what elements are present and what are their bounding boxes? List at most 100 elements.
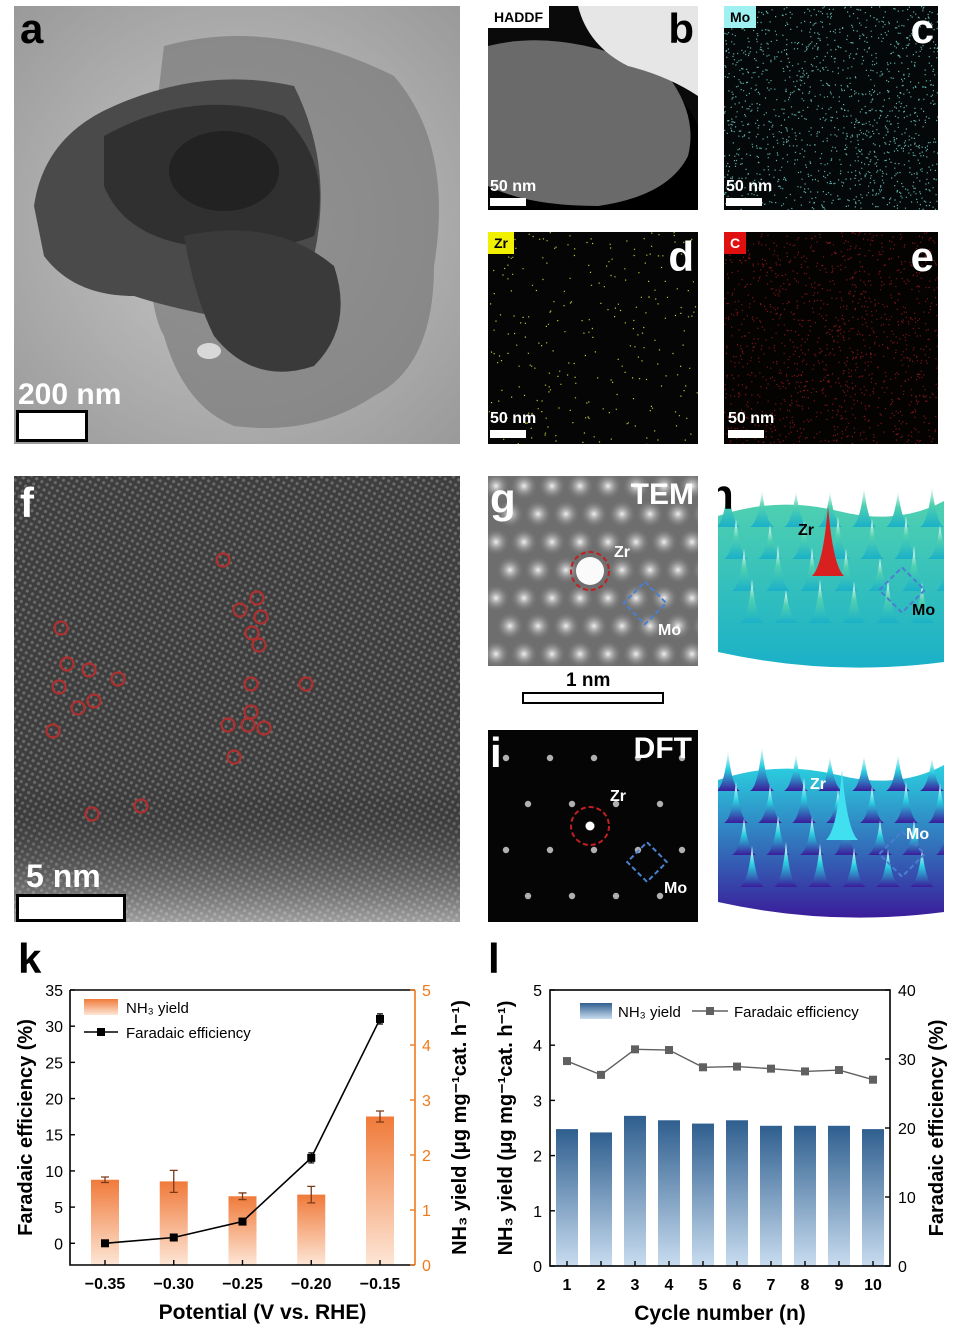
atom-column bbox=[664, 500, 692, 528]
single-atom-circle bbox=[133, 798, 149, 814]
surface-peak bbox=[766, 545, 790, 591]
mo-label-i: Mo bbox=[664, 880, 688, 897]
tick-label-left: 25 bbox=[45, 1055, 63, 1072]
scale-bar-d bbox=[490, 430, 526, 438]
fe-marker bbox=[869, 1075, 877, 1084]
tick-label-left: 0 bbox=[533, 1259, 542, 1276]
tick-label-right: 20 bbox=[898, 1121, 916, 1138]
fe-marker bbox=[238, 1217, 247, 1226]
atom-column bbox=[566, 584, 594, 612]
scale-label-e: 50 nm bbox=[728, 410, 775, 427]
scale-label-c: 50 nm bbox=[726, 178, 773, 195]
tag-c: C bbox=[724, 232, 747, 254]
eds-dot-pattern bbox=[724, 6, 938, 210]
single-atom-circle bbox=[226, 749, 242, 765]
simulated-atom bbox=[502, 846, 510, 854]
surface-peak bbox=[826, 516, 850, 559]
tick-label-right: 10 bbox=[898, 1190, 916, 1207]
atom-column bbox=[566, 476, 594, 500]
simulated-atom bbox=[590, 846, 598, 854]
tick-label-right: 3 bbox=[422, 1093, 431, 1110]
tick-label-x: 5 bbox=[699, 1277, 708, 1294]
nh3-yield-bar bbox=[794, 1125, 816, 1266]
fe-marker bbox=[169, 1233, 178, 1242]
mo-highlight-square bbox=[877, 565, 927, 615]
panel-label-h: h bbox=[718, 476, 734, 518]
tick-label-left: 30 bbox=[45, 1019, 63, 1036]
surface-peak bbox=[842, 581, 866, 623]
single-atom-circle bbox=[256, 720, 272, 736]
fe-marker bbox=[835, 1066, 843, 1075]
atom-column bbox=[678, 584, 698, 612]
tick-label-right: 30 bbox=[898, 1052, 916, 1069]
y-axis-title-left: NH₃ yield (μg mg⁻¹cat. h⁻¹) bbox=[495, 1001, 517, 1256]
zr-peak bbox=[812, 506, 844, 576]
legend-marker bbox=[97, 1028, 105, 1036]
tick-label-left: 3 bbox=[533, 1093, 542, 1110]
scale-bar-c bbox=[726, 198, 762, 206]
atom-column bbox=[594, 640, 622, 666]
single-atom-circle bbox=[215, 552, 231, 568]
surface-peak bbox=[910, 582, 934, 623]
tick-label-right: 40 bbox=[898, 983, 916, 1000]
tick-label-x: −0.30 bbox=[154, 1276, 195, 1293]
atom-column bbox=[488, 476, 510, 500]
surface-peak bbox=[886, 753, 910, 791]
fe-marker bbox=[597, 1070, 605, 1079]
surface-peak bbox=[758, 785, 782, 823]
simulated-atom bbox=[546, 846, 554, 854]
nh3-yield-bar bbox=[228, 1196, 257, 1265]
surface-peak bbox=[818, 490, 842, 527]
mo-highlight-square bbox=[625, 840, 669, 884]
panel-label-f: f bbox=[20, 479, 34, 526]
surface-peak bbox=[792, 520, 816, 559]
atom-column bbox=[580, 500, 608, 528]
atom-column bbox=[608, 612, 636, 640]
surface-peak bbox=[920, 757, 944, 791]
mo-label-g: Mo bbox=[658, 622, 682, 639]
nh3-yield-bar bbox=[624, 1115, 646, 1266]
surface-peak bbox=[834, 548, 858, 591]
tick-label-left: 5 bbox=[533, 983, 542, 1000]
fe-marker bbox=[307, 1153, 316, 1162]
atom-column bbox=[608, 500, 636, 528]
zr-atom bbox=[576, 557, 604, 585]
atom-column bbox=[650, 476, 678, 500]
panel-label-e: e bbox=[910, 233, 934, 280]
nh3-yield-bar bbox=[828, 1125, 850, 1266]
atom-column bbox=[566, 528, 594, 556]
tick-label-left: 10 bbox=[45, 1164, 63, 1181]
panel-j-3d-dft: j Zr Mo bbox=[718, 730, 944, 922]
legend-label-nh3-yield: NH₃ yield bbox=[618, 1004, 681, 1021]
atom-column bbox=[664, 556, 692, 584]
panel-label-c: c bbox=[910, 6, 934, 52]
simulated-atom bbox=[612, 800, 620, 808]
nh3-yield-bar bbox=[726, 1120, 748, 1266]
tick-label-right: 0 bbox=[422, 1258, 431, 1275]
tick-label-x: 10 bbox=[864, 1277, 882, 1294]
tick-label-right: 1 bbox=[422, 1203, 431, 1220]
single-atom-circle bbox=[220, 717, 236, 733]
single-atom-circle bbox=[298, 676, 314, 692]
panel-a-tem-image: a 200 nm bbox=[14, 6, 460, 444]
tem-3d-surface bbox=[718, 486, 944, 668]
simulated-atom bbox=[568, 892, 576, 900]
tick-label-x: −0.15 bbox=[360, 1276, 401, 1293]
surface-peak bbox=[800, 816, 824, 855]
single-atom-circle bbox=[251, 637, 267, 653]
atom-column bbox=[636, 500, 664, 528]
single-atom-circle bbox=[86, 693, 102, 709]
y-axis-title-left: Faradaic efficiency (%) bbox=[15, 1019, 37, 1236]
surface-peak bbox=[860, 786, 884, 823]
fe-marker bbox=[631, 1045, 639, 1054]
surface-peak bbox=[876, 578, 900, 623]
single-atom-circle bbox=[59, 656, 75, 672]
surface-peak bbox=[784, 753, 808, 791]
surface-peak bbox=[936, 838, 944, 855]
scale-label-g: 1 nm bbox=[566, 670, 611, 691]
zr-highlight-circle bbox=[570, 806, 610, 846]
surface-peak bbox=[894, 781, 918, 823]
atom-column bbox=[510, 640, 538, 666]
tick-label-x: 9 bbox=[835, 1277, 844, 1294]
nh3-yield-bar bbox=[760, 1125, 782, 1266]
